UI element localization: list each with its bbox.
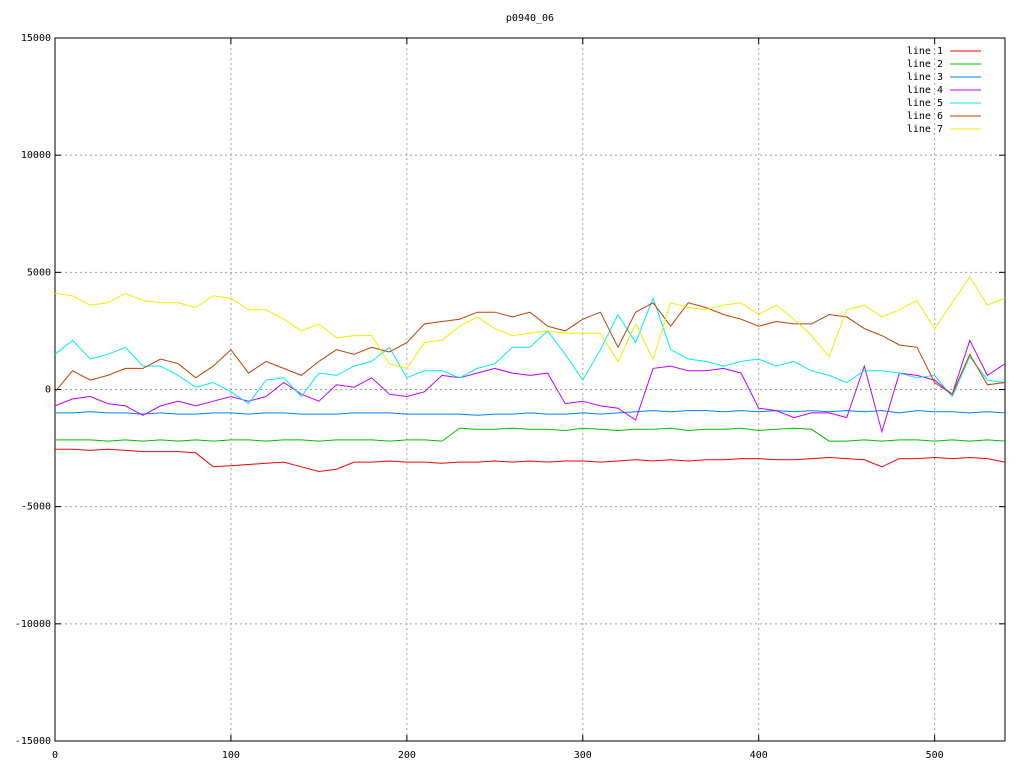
y-tick-label: 15000 — [21, 33, 51, 44]
data-line — [54, 338, 1006, 434]
x-tick-label: 300 — [574, 750, 592, 761]
data-line — [55, 427, 1006, 442]
y-tick-label: -10000 — [15, 619, 51, 630]
legend-label: line 5 — [907, 98, 943, 109]
y-tick-label: -5000 — [21, 502, 51, 513]
y-tick-label: -15000 — [15, 736, 51, 747]
x-tick-label: 200 — [398, 750, 416, 761]
y-tick-label: 0 — [45, 385, 51, 396]
x-tick-label: 400 — [750, 750, 768, 761]
legend-label: line 6 — [907, 111, 943, 122]
data-line — [54, 296, 1006, 405]
plot-frame — [54, 37, 1006, 742]
legend-label: line 4 — [907, 85, 943, 96]
data-line — [55, 410, 1006, 416]
data-line — [54, 276, 1006, 369]
x-tick-label: 500 — [926, 750, 944, 761]
legend-label: line 2 — [907, 59, 943, 70]
y-tick-label: 10000 — [21, 150, 51, 161]
data-line — [55, 448, 1006, 473]
legend-label: line 3 — [907, 72, 943, 83]
chart-title: p0940_06 — [506, 13, 554, 24]
y-tick-label: 5000 — [27, 267, 51, 278]
legend-label: line 1 — [907, 46, 943, 57]
legend-label: line 7 — [907, 124, 943, 135]
x-tick-label: 100 — [222, 750, 240, 761]
x-tick-label: 0 — [52, 750, 58, 761]
data-line — [54, 302, 1006, 395]
